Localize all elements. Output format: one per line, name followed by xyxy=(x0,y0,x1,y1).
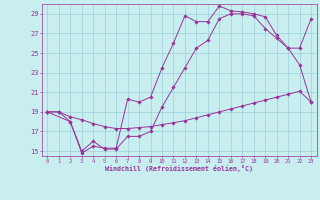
X-axis label: Windchill (Refroidissement éolien,°C): Windchill (Refroidissement éolien,°C) xyxy=(105,165,253,172)
